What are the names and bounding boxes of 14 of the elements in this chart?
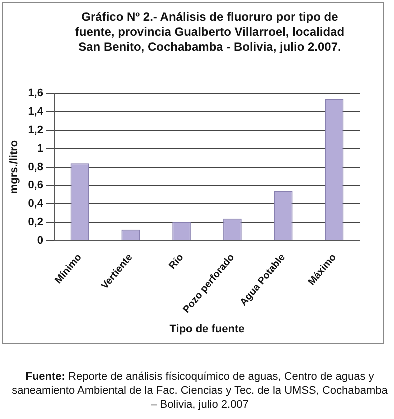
y-tick-label: 0,6: [28, 180, 44, 192]
y-axis-title: mgrs./litro: [8, 140, 21, 194]
source-note: Fuente: Reporte de análisis físicoquímico de aguas, Centro de aguas y saneamiento Ambiental de la Fac. Ciencias y Tec. de la UMSS, Cochabamba – Bolivia, julio 2.007: [11, 370, 389, 412]
chart-title: Gráfico Nº 2.- Análisis de fluoruro por tipo de fuente, provincia Gualberto Villarroel, localidad San Benito, Cochabamba - Bolivia, julio 2.007.: [74, 10, 346, 55]
y-tick-label: 1,4: [28, 106, 44, 118]
y-tick-label: 0,4: [28, 198, 44, 210]
y-tick-label: 1: [37, 142, 44, 155]
x-tick-label: Río: [167, 252, 186, 272]
x-axis-title: Tipo de fuente: [170, 323, 245, 336]
y-tick-label: 1,2: [28, 124, 44, 136]
y-tick-label: 0,2: [28, 216, 44, 229]
y-tick-label: 0,8: [28, 161, 44, 174]
y-tick-label: 0: [37, 234, 44, 247]
y-tick-label: 1,6: [28, 88, 44, 100]
